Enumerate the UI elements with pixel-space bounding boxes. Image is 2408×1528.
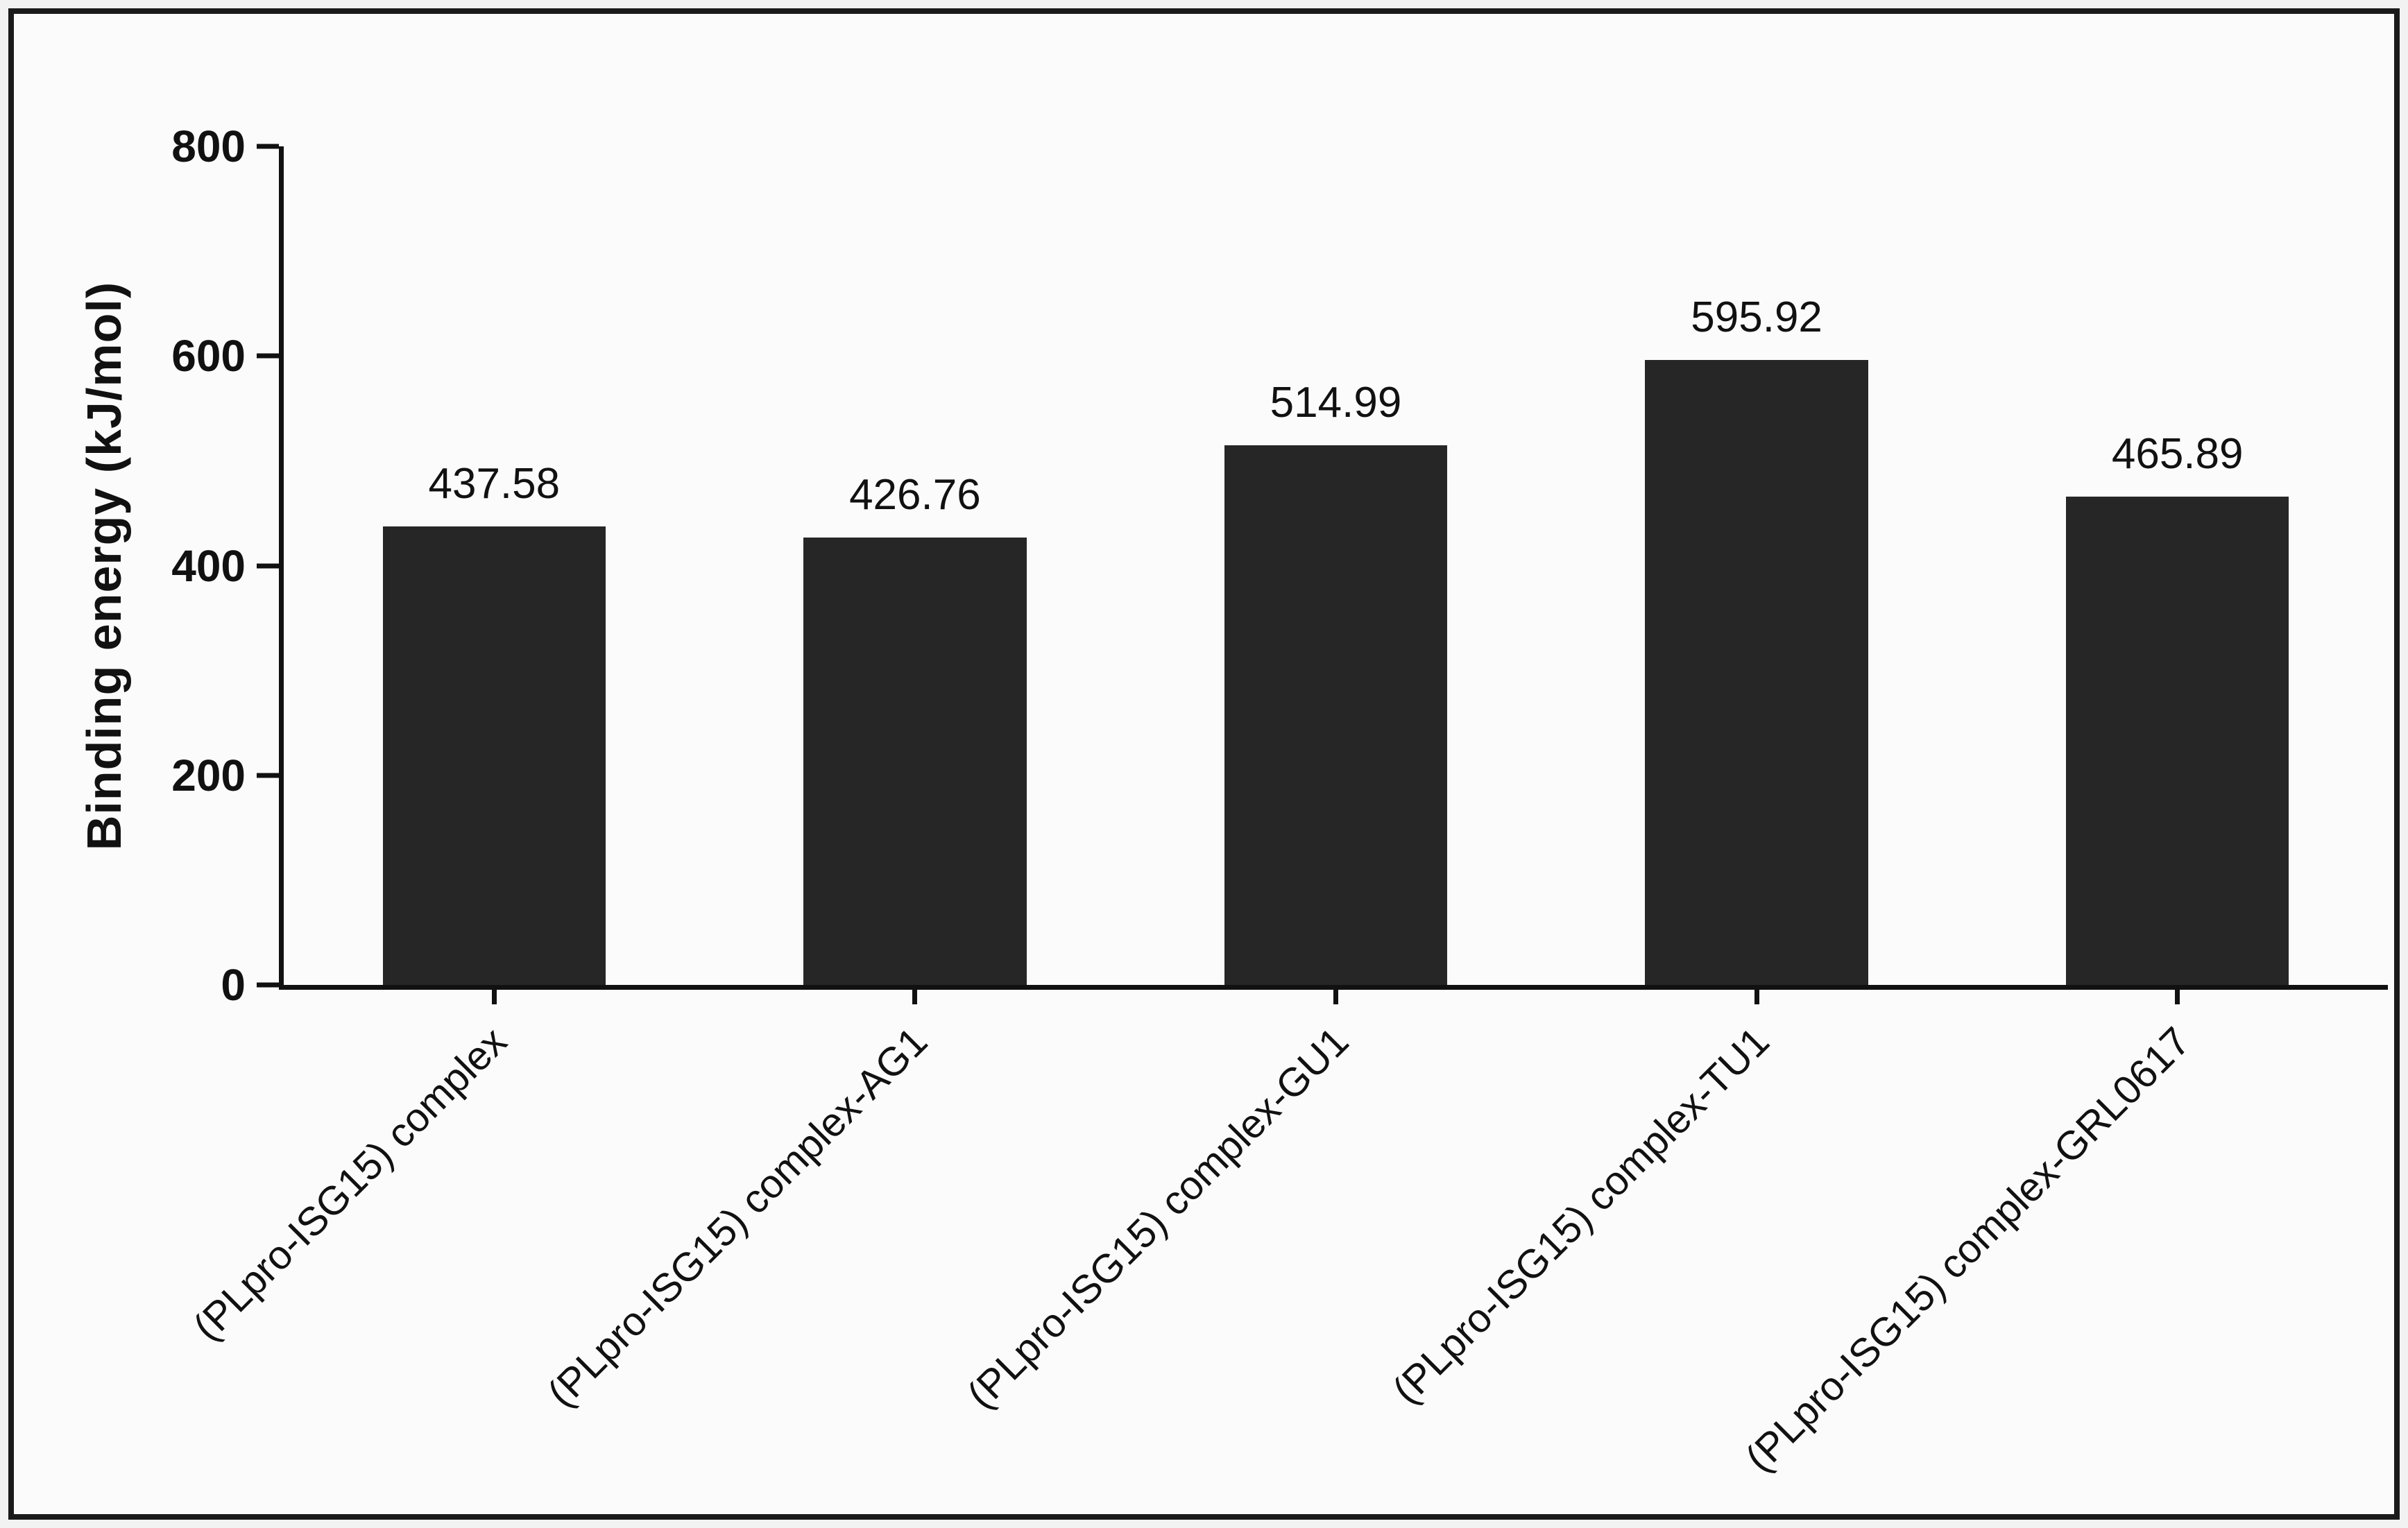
- bar: [1645, 360, 1868, 985]
- bar-value-label: 514.99: [1270, 378, 1402, 427]
- x-category-label: (PLpro-ISG15) complex-GU1: [958, 1018, 1358, 1418]
- y-tick-label: 200: [171, 750, 246, 800]
- bar-value-label: 465.89: [2111, 429, 2244, 478]
- y-tick-label: 600: [171, 331, 246, 381]
- x-category-label: (PLpro-ISG15) complex: [185, 1018, 515, 1350]
- y-tick-mark: [257, 144, 279, 149]
- bar: [382, 526, 606, 985]
- y-tick-label: 0: [221, 960, 246, 1010]
- figure-frame: Binding energy (kJ/mol) 0 200 400 600 800 43…: [8, 8, 2400, 1520]
- x-category-label: (PLpro-ISG15) complex-GRL0617: [1736, 1018, 2199, 1481]
- y-tick-label: 800: [171, 121, 246, 171]
- bar: [803, 538, 1027, 985]
- bars-layer: 437.58 426.76 514.99 595.92 465.89: [284, 146, 2388, 985]
- x-axis-labels: (PLpro-ISG15) complex (PLpro-ISG15) compl…: [185, 146, 2388, 1481]
- bar-value-label: 595.92: [1691, 293, 1822, 342]
- y-tick-mark: [257, 982, 279, 988]
- plot-area: 0 200 400 600 800 437.58 426.76 514.99 595.92 46…: [171, 121, 2388, 1481]
- x-tick-mark: [491, 985, 497, 1004]
- x-tick-mark: [2175, 985, 2180, 1004]
- y-tick-mark: [257, 353, 279, 359]
- y-tick-label: 400: [171, 540, 246, 591]
- x-category-label: (PLpro-ISG15) complex-AG1: [539, 1018, 937, 1416]
- bar: [1224, 445, 1448, 985]
- x-tick-mark: [1333, 985, 1338, 1004]
- bar-value-label: 426.76: [849, 471, 981, 520]
- bar-value-label: 437.58: [428, 459, 561, 508]
- y-axis-title: Binding energy (kJ/mol): [77, 281, 131, 851]
- y-tick-mark: [257, 563, 279, 568]
- x-axis-ticks: [284, 146, 2388, 1004]
- bar: [2065, 496, 2289, 985]
- y-tick-mark: [257, 773, 279, 778]
- x-tick-mark: [912, 985, 918, 1004]
- y-axis-ticks: 0 200 400 600 800: [171, 121, 2388, 1010]
- x-tick-mark: [1754, 985, 1759, 1004]
- x-category-label: (PLpro-ISG15) complex-TU1: [1383, 1018, 1778, 1413]
